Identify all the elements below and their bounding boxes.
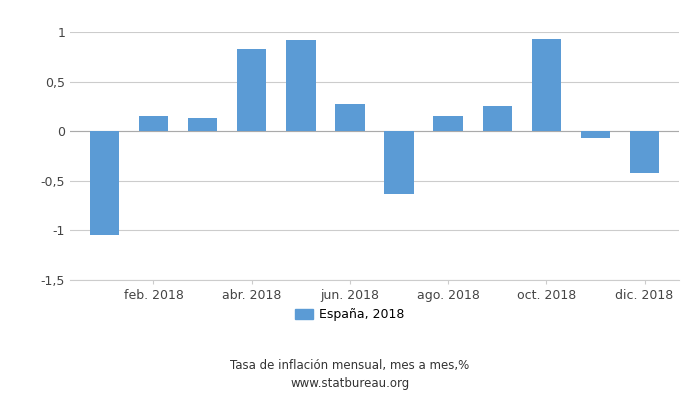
Bar <box>630 131 659 173</box>
Bar <box>532 39 561 131</box>
Bar <box>384 131 414 194</box>
Text: Tasa de inflación mensual, mes a mes,%: Tasa de inflación mensual, mes a mes,% <box>230 360 470 372</box>
Bar <box>335 104 365 131</box>
Bar <box>433 116 463 131</box>
Legend: España, 2018: España, 2018 <box>295 308 405 321</box>
Bar <box>139 116 168 131</box>
Bar <box>90 131 119 235</box>
Bar <box>581 131 610 138</box>
Text: www.statbureau.org: www.statbureau.org <box>290 377 410 390</box>
Bar <box>286 40 316 131</box>
Bar <box>188 118 217 131</box>
Bar <box>237 49 267 131</box>
Bar <box>482 106 512 131</box>
